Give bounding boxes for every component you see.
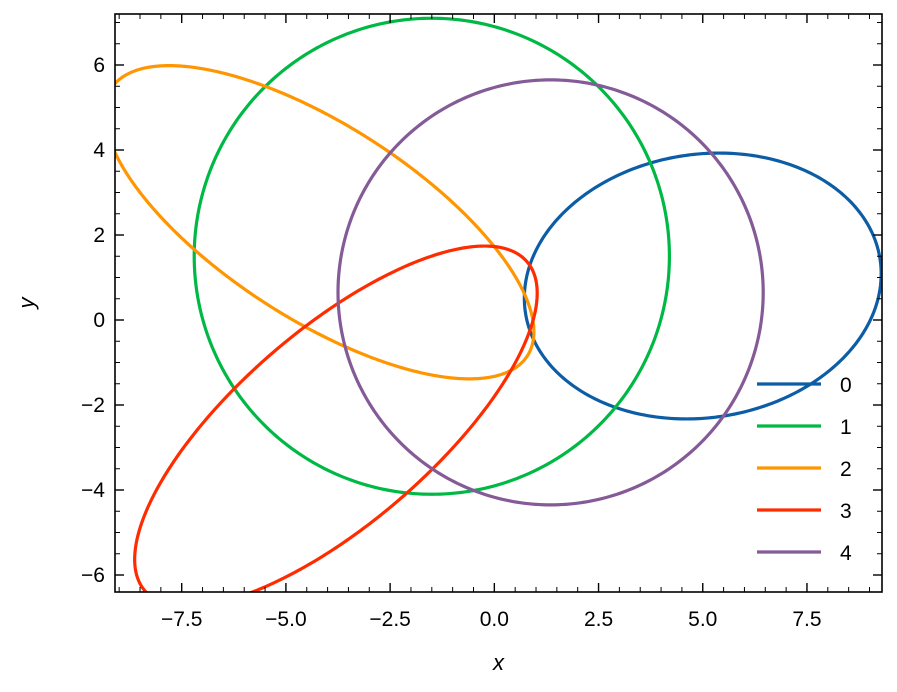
legend-label-1: 1 [840, 416, 852, 439]
tick-labels: −7.5 −5.0 −2.5 0.0 2.5 5.0 7.5 −6 −4 −2 0 2 4 6 [81, 54, 822, 631]
plot-area [115, 16, 882, 592]
series-1-line [192, 16, 672, 496]
y-tick-label: −2 [81, 394, 105, 417]
legend-label-3: 3 [840, 500, 852, 523]
series-3-line [133, 244, 539, 592]
legend: 0 1 2 3 4 [757, 374, 852, 565]
x-tick-label: 2.5 [584, 608, 613, 631]
y-tick-label: 4 [93, 139, 105, 162]
series-4-line [336, 78, 765, 507]
y-tick-label: 6 [93, 54, 105, 77]
y-tick-label: −4 [81, 479, 105, 502]
legend-label-2: 2 [840, 458, 852, 481]
series-0-line [522, 151, 882, 421]
series-2-line [115, 64, 536, 381]
x-tick-label: 7.5 [792, 608, 821, 631]
y-tick-label: 0 [93, 309, 105, 332]
x-tick-label: −5.0 [265, 608, 306, 631]
axis-ticks [115, 14, 882, 592]
x-tick-label: 5.0 [688, 608, 717, 631]
x-tick-label: −2.5 [369, 608, 410, 631]
legend-label-4: 4 [840, 542, 852, 565]
x-tick-label: 0.0 [480, 608, 509, 631]
x-tick-label: −7.5 [161, 608, 202, 631]
x-axis-label: x [492, 650, 505, 675]
y-axis-label: y [14, 296, 39, 311]
y-tick-label: 2 [93, 224, 105, 247]
plot-frame [114, 13, 883, 593]
y-tick-label: −6 [81, 564, 105, 587]
legend-label-0: 0 [840, 374, 852, 397]
